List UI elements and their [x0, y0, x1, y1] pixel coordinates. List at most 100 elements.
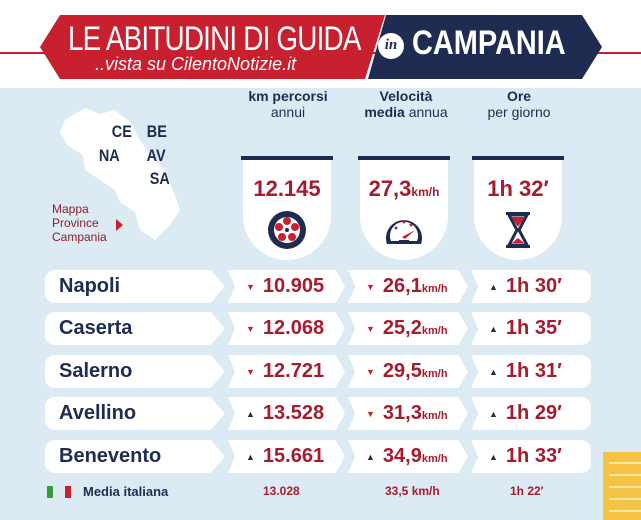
province-ce: CE	[111, 122, 132, 141]
map-legend: Mappa Province Campania	[52, 202, 107, 244]
trend-up-icon: ▲	[246, 408, 255, 419]
hours-value: 1h 33′	[505, 445, 562, 467]
trend-up-icon: ▲	[246, 451, 255, 462]
province-av: AV	[146, 146, 166, 165]
trend-down-icon: ▼	[246, 323, 255, 334]
hours-cell: ▲ 1h 30′	[471, 270, 591, 303]
km-cell: ▼ 12.721	[228, 355, 345, 388]
trend-down-icon: ▼	[246, 281, 255, 292]
speedometer-icon	[386, 220, 422, 244]
header-km: km percorsi annui	[228, 88, 348, 120]
header-title: Velocità	[379, 88, 433, 104]
speed-cell: ▲ 34,9km/h	[348, 440, 468, 473]
in-badge: in	[378, 33, 404, 59]
header-subtitle: per giorno	[487, 104, 551, 120]
km-cell: ▲ 15.661	[228, 440, 345, 473]
km-value: 12.721	[262, 360, 325, 382]
tire-icon	[268, 211, 306, 249]
legend-line: Province	[52, 216, 99, 230]
speed-cell: ▼ 26,1km/h	[348, 270, 468, 303]
legend-line: Mappa	[52, 202, 89, 216]
km-cell: ▲ 13.528	[228, 397, 345, 430]
triangle-right-icon	[116, 219, 123, 231]
region-banner	[368, 15, 602, 79]
trend-up-icon: ▲	[489, 281, 498, 292]
footer-label: Media italiana	[83, 484, 169, 499]
hours-cell: ▲ 1h 33′	[471, 440, 591, 473]
hours-value: 1h 32′	[487, 176, 549, 201]
header-title2: media	[364, 104, 405, 120]
trend-down-icon: ▼	[366, 281, 375, 292]
km-value: 12.068	[262, 317, 325, 339]
trend-down-icon: ▼	[366, 366, 375, 377]
italian-average-row: Media italiana 13.028 33,5 km/h 1h 22′	[45, 484, 605, 502]
province-name: Caserta	[45, 312, 225, 345]
km-value: 12.145	[253, 176, 321, 201]
hours-cell: ▲ 1h 35′	[471, 312, 591, 345]
speed-value: 25,2km/h	[383, 317, 448, 340]
trend-up-icon: ▲	[366, 451, 375, 462]
speed-number: 34,9	[382, 445, 422, 467]
km-value: 15.661	[262, 445, 325, 467]
province-sa: SA	[149, 169, 170, 188]
province-name: Salerno	[45, 355, 225, 388]
header-hours: Ore per giorno	[459, 88, 579, 120]
header-subtitle: annui	[270, 104, 306, 120]
footer-hours: 1h 22′	[510, 484, 544, 498]
province-name: Avellino	[45, 397, 225, 430]
speed-cell: ▼ 25,2km/h	[348, 312, 468, 345]
legend-line: Campania	[52, 230, 107, 244]
header-title: Ore	[506, 88, 532, 104]
hours-value: 1h 29′	[505, 402, 562, 424]
speed-number: 25,2	[382, 317, 422, 339]
flag-red	[65, 486, 71, 498]
speed-unit: km/h	[411, 185, 440, 199]
page-subtitle: ..vista su CilentoNotizie.it	[95, 54, 297, 74]
speed-value: 34,9km/h	[383, 445, 448, 468]
campania-map-icon	[60, 108, 180, 240]
card-hours: 1h 32′	[472, 156, 564, 260]
speed-value: 27,3km/h	[360, 176, 448, 202]
province-na: NA	[98, 146, 120, 165]
speed-value: 31,3km/h	[383, 402, 448, 425]
hours-value: 1h 30′	[505, 275, 562, 297]
speed-unit: km/h	[421, 325, 448, 337]
speed-unit: km/h	[421, 453, 448, 465]
speed-unit: km/h	[421, 283, 448, 295]
km-value: 13.528	[262, 402, 325, 424]
hourglass-icon	[506, 212, 530, 248]
header-subtitle: annua	[408, 104, 448, 120]
title-banner	[40, 15, 385, 79]
km-cell: ▼ 12.068	[228, 312, 345, 345]
speed-unit: km/h	[421, 368, 448, 380]
footer-speed: 33,5 km/h	[385, 484, 440, 498]
footer-km: 13.028	[263, 484, 300, 498]
province-be: BE	[146, 122, 167, 141]
hours-value: 1h 35′	[505, 317, 562, 339]
trend-down-icon: ▼	[366, 408, 375, 419]
region-title: CAMPANIA	[412, 24, 566, 62]
speed-cell: ▼ 29,5km/h	[348, 355, 468, 388]
trend-up-icon: ▲	[489, 323, 498, 334]
hours-value: 1h 31′	[505, 360, 562, 382]
hours-cell: ▲ 1h 29′	[471, 397, 591, 430]
trend-up-icon: ▲	[489, 451, 498, 462]
speed-unit: km/h	[421, 410, 448, 422]
header-speed: Velocità media annua	[346, 88, 466, 120]
province-name: Napoli	[45, 270, 225, 303]
trend-up-icon: ▲	[489, 366, 498, 377]
page-title: LE ABITUDINI DI GUIDA	[68, 20, 361, 58]
trend-down-icon: ▼	[366, 323, 375, 334]
hours-cell: ▲ 1h 31′	[471, 355, 591, 388]
km-cell: ▼ 10.905	[228, 270, 345, 303]
province-name: Benevento	[45, 440, 225, 473]
trend-up-icon: ▲	[489, 408, 498, 419]
trend-down-icon: ▼	[246, 366, 255, 377]
speed-number: 29,5	[382, 360, 422, 382]
card-km: 12.145	[241, 156, 333, 260]
speed-value: 26,1km/h	[383, 275, 448, 298]
notebook-decoration	[603, 452, 641, 520]
speed-number: 31,3	[382, 402, 422, 424]
card-speed: 27,3km/h	[358, 156, 450, 260]
km-value: 10.905	[262, 275, 325, 297]
